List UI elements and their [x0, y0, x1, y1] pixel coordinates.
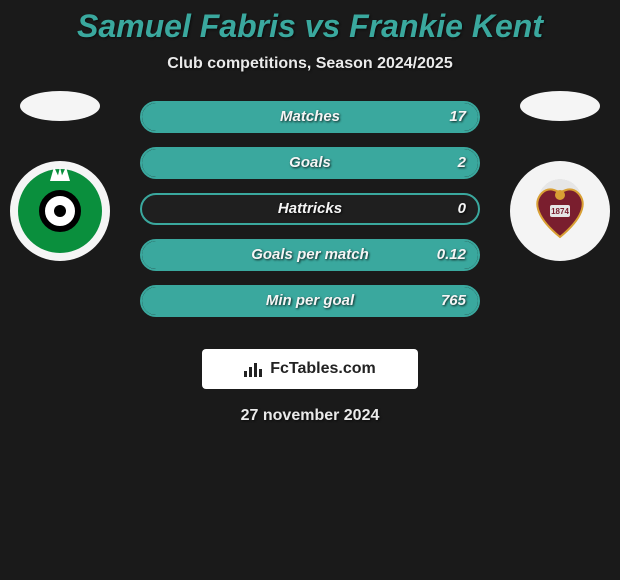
stat-label: Matches: [142, 103, 478, 131]
stat-label: Goals per match: [142, 241, 478, 269]
player-left-column: [0, 91, 120, 261]
club-badge-right: 1874: [510, 161, 610, 261]
cercle-crown-icon: [50, 167, 70, 181]
cercle-ring-icon: [39, 190, 81, 232]
brand-attribution[interactable]: FcTables.com: [202, 349, 418, 389]
brand-text: FcTables.com: [270, 360, 376, 378]
hearts-crest-icon: 1874: [528, 179, 592, 243]
stat-value: 2: [458, 149, 466, 177]
stat-row: Matches17: [140, 101, 480, 133]
stat-row: Goals2: [140, 147, 480, 179]
player-right-column: 1874: [500, 91, 620, 261]
bar-chart-icon: [244, 361, 264, 377]
stat-label: Goals: [142, 149, 478, 177]
club-badge-left: [10, 161, 110, 261]
stat-value: 0: [458, 195, 466, 223]
svg-text:1874: 1874: [551, 207, 569, 216]
stat-label: Hattricks: [142, 195, 478, 223]
stat-value: 17: [449, 103, 466, 131]
snapshot-date: 27 november 2024: [0, 407, 620, 425]
player-left-avatar-placeholder: [20, 91, 100, 121]
stat-value: 765: [441, 287, 466, 315]
stat-row: Goals per match0.12: [140, 239, 480, 271]
subtitle: Club competitions, Season 2024/2025: [0, 55, 620, 73]
stat-list: Matches17 Goals2 Hattricks0 Goals per match…: [140, 101, 480, 331]
stat-value: 0.12: [437, 241, 466, 269]
stat-label: Min per goal: [142, 287, 478, 315]
player-right-avatar-placeholder: [520, 91, 600, 121]
comparison-arena: Matches17 Goals2 Hattricks0 Goals per match…: [0, 101, 620, 341]
stat-row: Min per goal765: [140, 285, 480, 317]
stat-row: Hattricks0: [140, 193, 480, 225]
page-title: Samuel Fabris vs Frankie Kent: [0, 0, 620, 45]
